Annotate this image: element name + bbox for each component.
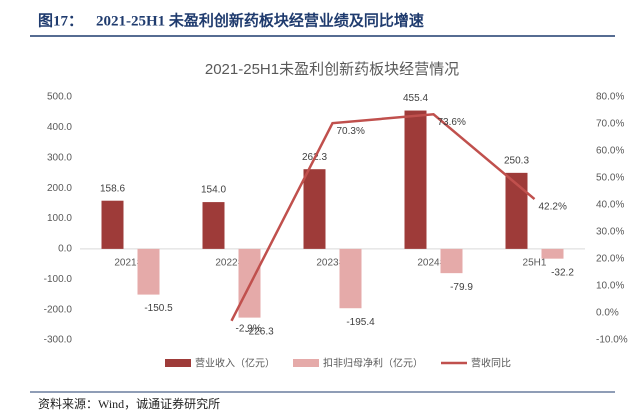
data-label: 42.2%	[539, 202, 567, 213]
data-label: -150.5	[144, 303, 173, 314]
data-label: 70.3%	[337, 126, 365, 137]
y-tick-label: 400.0	[47, 122, 72, 133]
y-tick-label: -300.0	[44, 335, 73, 346]
data-label: 73.6%	[438, 117, 466, 128]
y2-tick-label: 20.0%	[596, 254, 624, 265]
bar	[404, 110, 427, 249]
data-label: 154.0	[201, 185, 226, 196]
y-tick-label: 300.0	[47, 152, 72, 163]
bar	[505, 172, 528, 249]
y2-tick-label: 50.0%	[596, 173, 624, 184]
y-tick-label: 0.0	[58, 244, 72, 255]
data-label: -226.3	[245, 326, 274, 337]
y2-tick-label: 0.0%	[596, 308, 619, 319]
y-tick-label: 200.0	[47, 183, 72, 194]
figure-title: 2021-25H1 未盈利创新药板块经营业绩及同比增速	[96, 11, 424, 29]
x-tick-label: 25H1	[523, 258, 547, 269]
bar	[440, 248, 463, 274]
y2-tick-label: 10.0%	[596, 281, 624, 292]
bar	[339, 248, 362, 309]
chart-title: 2021-25H1未盈利创新药板块经营情况	[205, 60, 459, 78]
y-tick-label: -100.0	[44, 274, 73, 285]
legend-swatch	[293, 359, 319, 367]
y-tick-label: 100.0	[47, 213, 72, 224]
y2-tick-label: 70.0%	[596, 119, 624, 130]
y-tick-label: 500.0	[47, 92, 72, 103]
source: 资料来源：Wind，诚通证券研究所	[38, 396, 220, 411]
data-label: -79.9	[450, 282, 473, 293]
legend-label: 扣非归母净利（亿元）	[323, 357, 423, 370]
data-label: 250.3	[504, 155, 529, 166]
data-label: -2.9%	[236, 323, 262, 334]
bar	[202, 202, 225, 249]
data-label: -32.2	[551, 267, 574, 278]
data-label: 158.6	[100, 183, 125, 194]
y-tick-label: -200.0	[44, 304, 73, 315]
y2-tick-label: 60.0%	[596, 146, 624, 157]
figure-label: 图17：	[38, 12, 83, 29]
bar	[541, 248, 564, 259]
line	[230, 112, 536, 322]
legend-swatch	[165, 359, 191, 367]
bar	[303, 169, 326, 249]
y2-tick-label: 80.0%	[596, 92, 624, 103]
bar	[101, 200, 124, 249]
y2-tick-label: 40.0%	[596, 200, 624, 211]
data-label: 455.4	[403, 93, 428, 104]
legend-label: 营业收入（亿元）	[195, 357, 275, 370]
y2-tick-label: -10.0%	[596, 335, 628, 346]
bar	[137, 248, 160, 295]
y2-tick-label: 30.0%	[596, 227, 624, 238]
data-label: -195.4	[346, 317, 375, 328]
legend-label: 营收同比	[471, 357, 511, 370]
